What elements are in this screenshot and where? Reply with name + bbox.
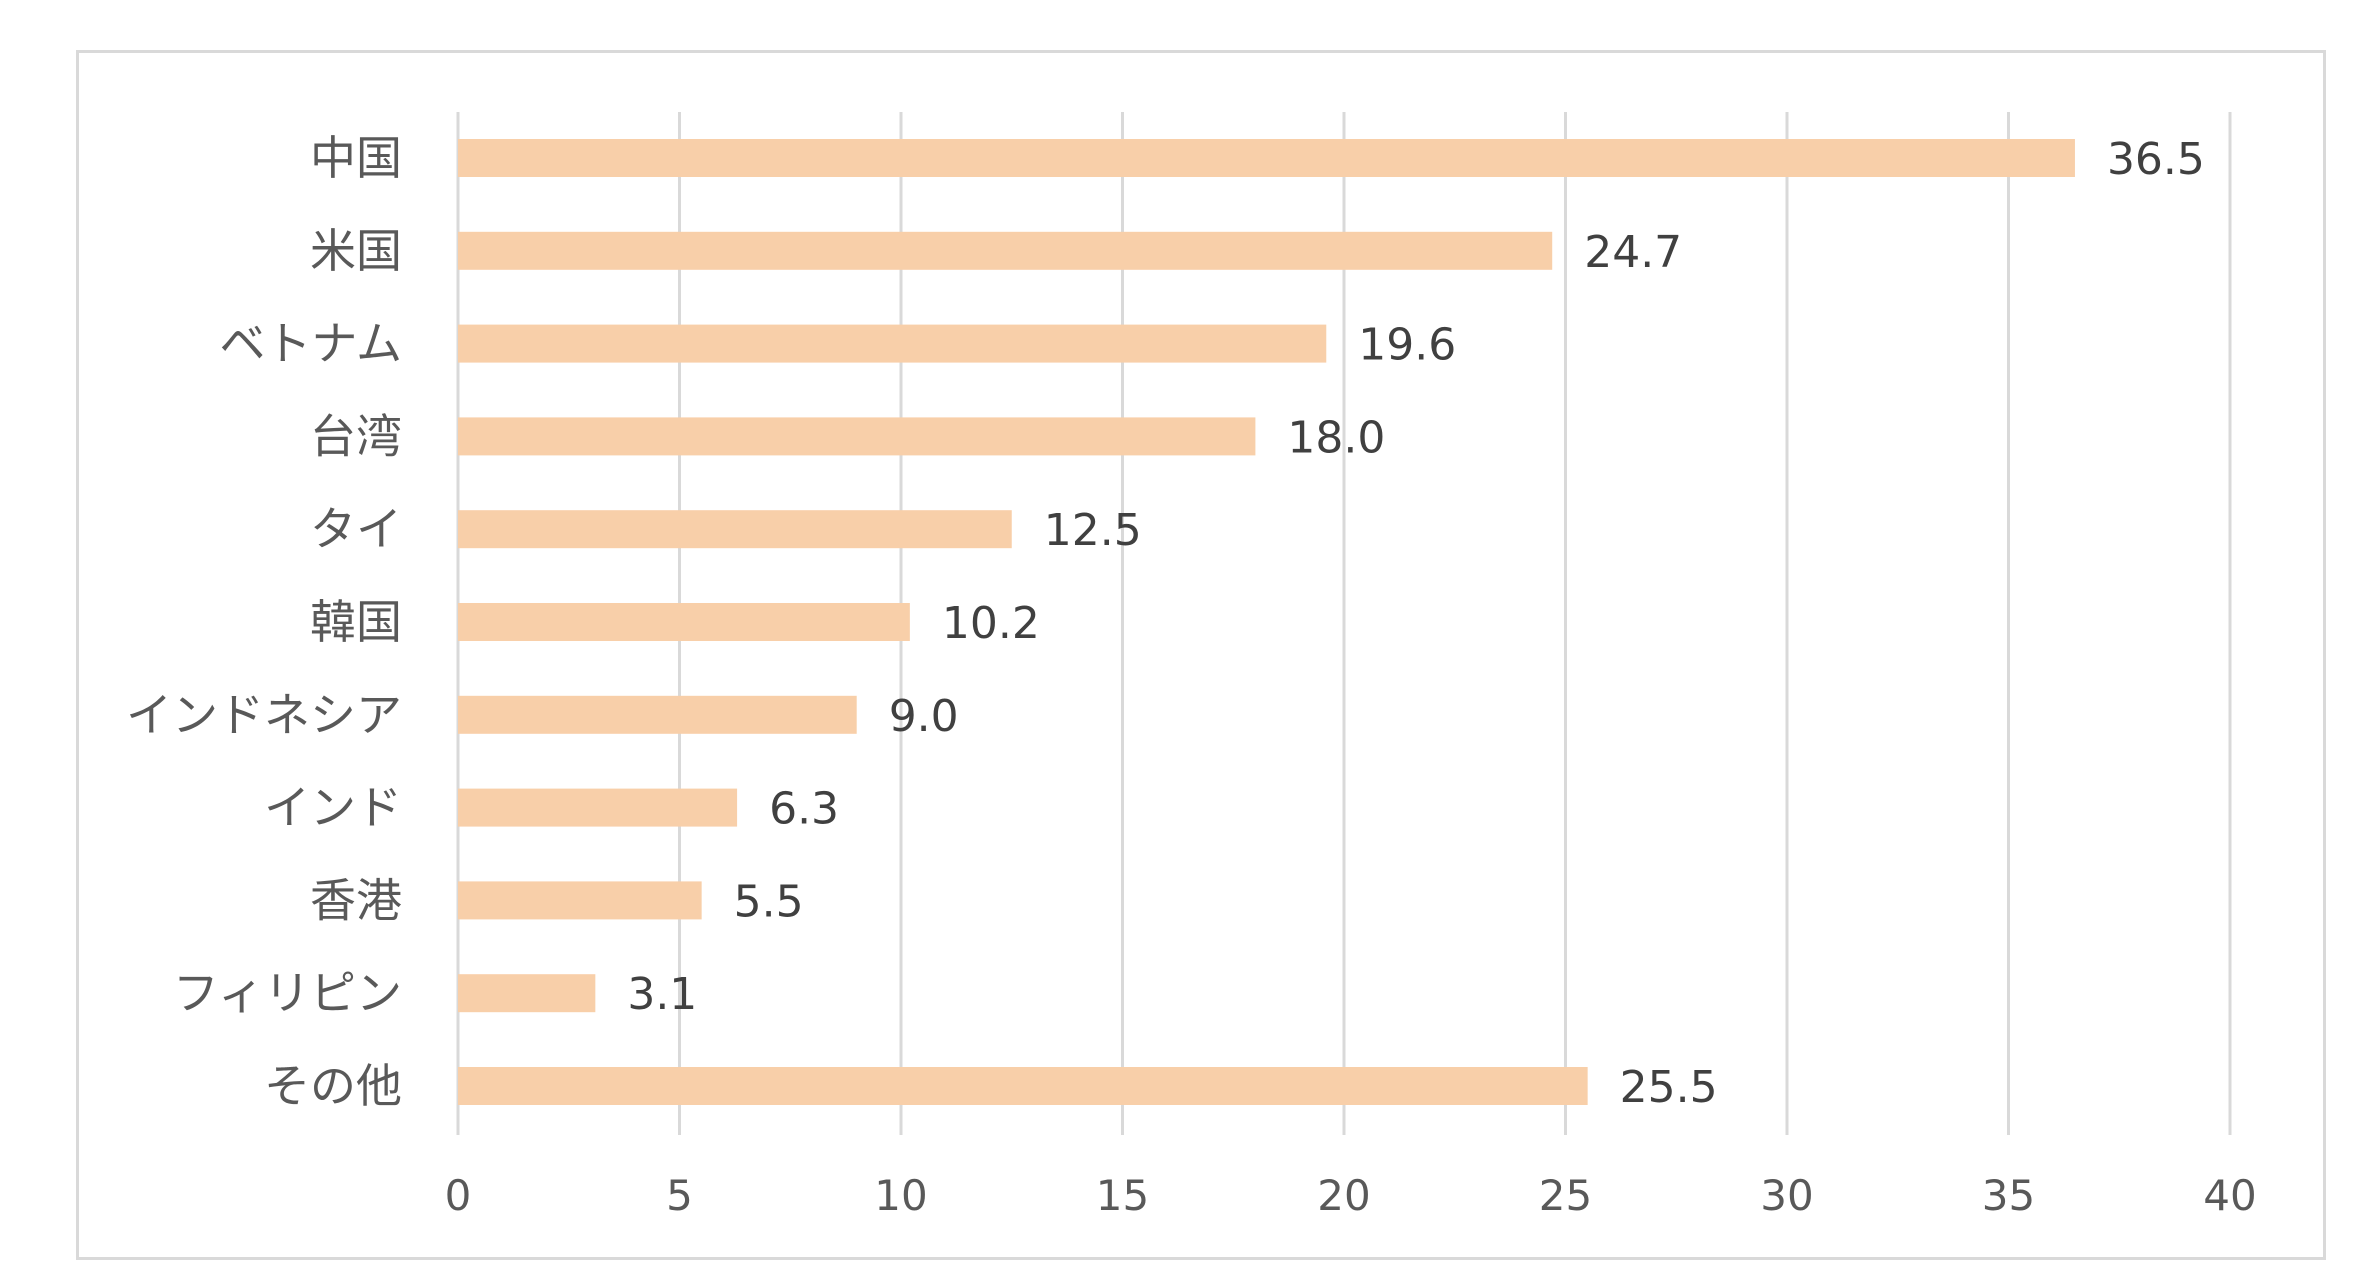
bar-10 [458, 1067, 1588, 1105]
x-tick-label: 25 [1539, 1171, 1592, 1220]
x-axis-tick-labels: 0 5 10 15 20 25 30 35 40 [445, 1171, 2257, 1220]
bar-1 [458, 231, 1553, 270]
data-label: 3.1 [627, 969, 697, 1020]
bar-6 [458, 695, 857, 734]
data-label: 18.0 [1287, 412, 1385, 463]
bar-2 [458, 324, 1327, 363]
category-label: 米国 [310, 224, 402, 278]
bar-9 [458, 974, 596, 1013]
bar-7 [458, 788, 738, 827]
category-label: 中国 [310, 131, 402, 185]
x-tick-label: 30 [1760, 1171, 1813, 1220]
bar-3 [458, 417, 1256, 456]
data-label: 5.5 [734, 876, 804, 927]
bar-0 [458, 139, 2075, 177]
x-tick-label: 35 [1982, 1171, 2035, 1220]
category-label: ベトナム [219, 317, 402, 371]
category-label: 香港 [310, 873, 402, 927]
category-label: インドネシア [126, 688, 402, 742]
bars [458, 139, 2075, 1105]
gridlines [456, 112, 2232, 1135]
data-label: 19.6 [1358, 320, 1456, 371]
data-label: 9.0 [889, 691, 959, 742]
data-label: 36.5 [2107, 134, 2205, 185]
data-label: 10.2 [942, 598, 1040, 649]
category-label: フィリピン [173, 966, 402, 1020]
category-label: タイ [310, 502, 402, 556]
category-label: 台湾 [310, 409, 402, 463]
data-label: 25.5 [1620, 1062, 1718, 1113]
data-label: 24.7 [1584, 227, 1682, 278]
data-label: 6.3 [769, 784, 839, 835]
bar-4 [458, 510, 1012, 549]
category-label: その他 [264, 1059, 402, 1113]
x-tick-label: 5 [666, 1171, 693, 1220]
data-label: 12.5 [1044, 505, 1142, 556]
bar-5 [458, 603, 910, 641]
x-tick-label: 10 [874, 1171, 927, 1220]
x-tick-label: 40 [2203, 1171, 2256, 1220]
category-label: インド [264, 781, 402, 835]
x-tick-label: 15 [1096, 1171, 1149, 1220]
x-tick-label: 20 [1317, 1171, 1370, 1220]
x-tick-label: 0 [445, 1171, 472, 1220]
data-labels: 36.5 24.7 19.6 18.0 12.510.2 9.0 6.3 5.5 3.1 25.5 [627, 134, 2205, 1113]
category-label: 韓国 [310, 595, 402, 649]
bar-8 [458, 881, 702, 920]
